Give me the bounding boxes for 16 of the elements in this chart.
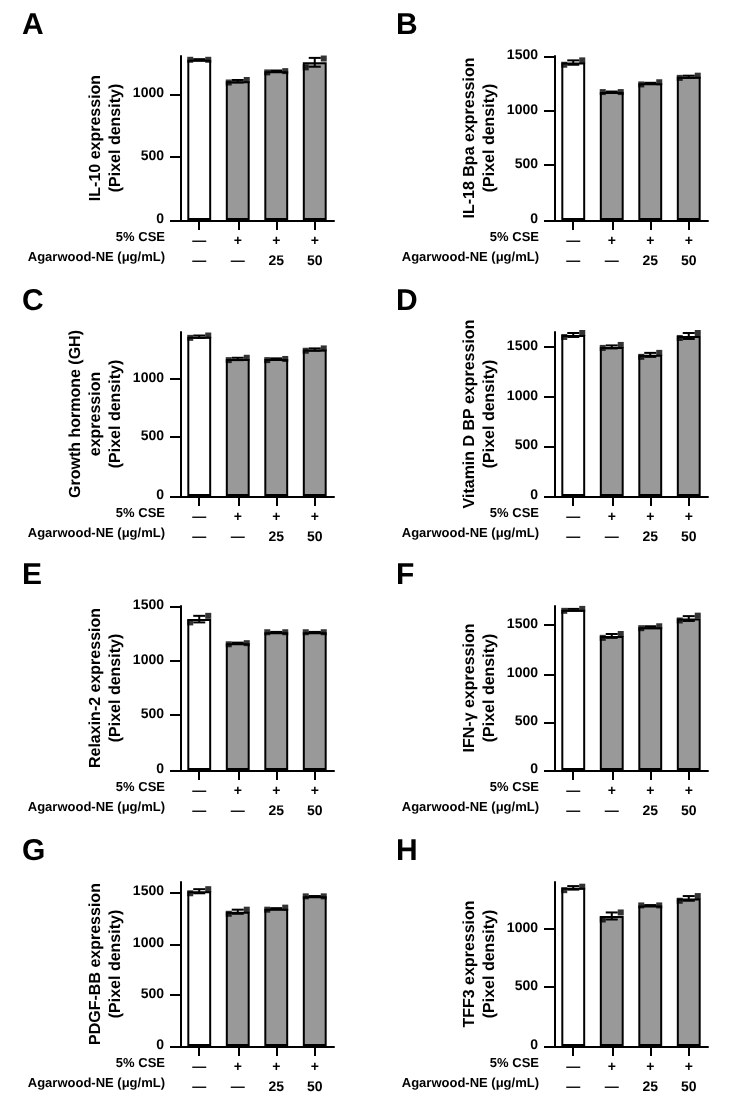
y-axis-title: TFF3 expression (Pixel density) [459,899,498,1027]
chart-title: G [22,833,46,867]
chart-title: C [22,283,44,317]
chart-title: A [22,8,44,42]
y-axis-title: Growth hormone (GH) expression (Pixel density) [66,328,125,497]
chart-title: H [395,833,417,867]
chart-title: F [395,558,414,592]
chart-title: D [395,283,417,317]
y-axis-title: PDGF-BB expression (Pixel density) [86,881,125,1044]
chart-title: B [395,8,417,42]
chart-title: E [22,558,43,592]
y-axis-title: IFN-γ expression (Pixel density) [459,623,498,753]
y-axis-title: IL-10 expression (Pixel density) [86,74,125,202]
y-axis-title: IL-18 Bpa expression (Pixel density) [459,57,498,219]
y-axis-title: Relaxin-2 expression (Pixel density) [86,607,125,769]
y-axis-title: Vitamin D BP expression (Pixel density) [459,318,498,508]
